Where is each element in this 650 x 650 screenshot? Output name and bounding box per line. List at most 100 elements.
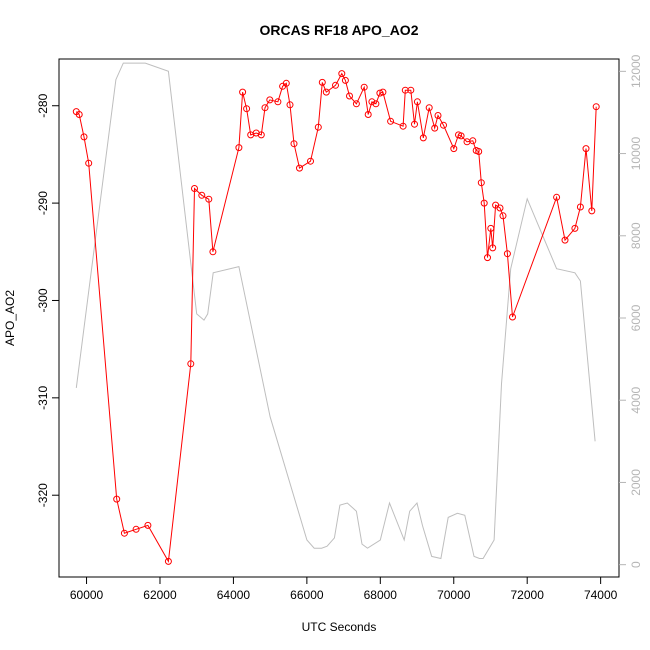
data-point [243,105,251,113]
y-axis-label: APO_AO2 [3,290,17,346]
data-point [144,521,152,529]
data-point [477,179,485,187]
data-point [440,121,447,129]
data-point [413,98,421,106]
data-point [239,88,247,96]
series-layer [72,62,600,565]
data-point [290,140,298,148]
data-point [85,159,93,167]
data-point [411,120,418,128]
plot-area [58,58,620,578]
x-tick-label: 74000 [584,588,618,602]
data-point [341,76,349,84]
y2-tick-label: 6000 [629,304,643,331]
data-point [503,250,511,258]
data-point [496,204,504,212]
data-point [469,137,477,145]
data-point [425,104,433,112]
y-tick-label: -310 [36,386,50,410]
x-axis-label: UTC Seconds [302,620,377,634]
x-tick-label: 60000 [70,588,104,602]
data-point [205,195,213,203]
data-point [484,254,491,262]
data-point [592,103,600,111]
x-axis: 60000 62000 64000 66000 68000 70000 72000 74000 [70,577,618,602]
y2-tick-label: 12000 [629,54,643,88]
data-point [352,100,360,108]
y-axis-right: 0 2000 4000 6000 8000 10000 12000 [619,54,643,568]
y2-tick-label: 8000 [629,222,643,249]
data-point [282,79,290,87]
data-point [387,117,395,125]
data-point [322,88,330,96]
y2-tick-label: 10000 [629,137,643,171]
data-point [582,145,590,153]
data-point [431,124,439,132]
y2-tick-label: 0 [629,561,643,568]
x-tick-label: 64000 [217,588,251,602]
data-point [266,96,274,104]
y2-tick-label: 2000 [629,469,643,496]
data-point [164,557,172,565]
data-point [450,145,458,153]
data-point [434,112,442,119]
altitude-line [75,62,596,560]
data-point [261,104,269,112]
data-point [257,131,265,139]
y-tick-label: -300 [36,288,50,312]
x-tick-label: 70000 [437,588,471,602]
data-point [187,360,195,368]
data-point [480,199,488,207]
data-point [561,236,569,244]
data-point [372,100,380,108]
data-point [274,98,282,106]
y-axis-left: -280 -290 -300 -310 -320 [36,93,59,507]
data-point [419,134,427,142]
data-point [120,529,128,537]
x-tick-label: 72000 [511,588,545,602]
data-point [364,111,372,118]
data-point [314,123,322,131]
data-point [499,212,507,220]
chart-title: ORCAS RF18 APO_AO2 [260,22,419,38]
data-point [75,111,83,118]
data-point [191,185,198,192]
x-tick-label: 66000 [290,588,324,602]
data-point [209,248,217,256]
y-tick-label: -290 [36,191,50,215]
data-point [318,78,326,86]
data-point [132,525,140,533]
data-point [198,191,206,199]
data-point [407,86,415,94]
data-point [338,70,346,78]
data-point [360,83,368,91]
data-point [379,88,387,96]
data-point [332,81,339,89]
x-tick-label: 62000 [143,588,177,602]
data-point [457,132,465,140]
data-point [235,144,243,152]
data-point [296,164,303,172]
data-point [487,224,495,232]
data-point [113,495,121,503]
data-point [307,157,314,165]
data-point [475,148,483,155]
data-point [553,193,561,201]
data-point [509,313,516,321]
data-point [346,92,353,100]
x-tick-label: 68000 [364,588,398,602]
data-point [576,203,584,211]
data-point [588,207,596,215]
data-point [571,224,579,232]
data-point [368,98,376,106]
y2-tick-label: 4000 [629,387,643,414]
data-point [376,89,384,97]
data-point [80,133,88,141]
data-point [399,122,407,130]
y-tick-label: -280 [36,93,50,117]
data-point [286,101,294,109]
y-tick-label: -320 [36,483,50,507]
data-point [489,244,497,252]
apo-line [75,72,597,563]
